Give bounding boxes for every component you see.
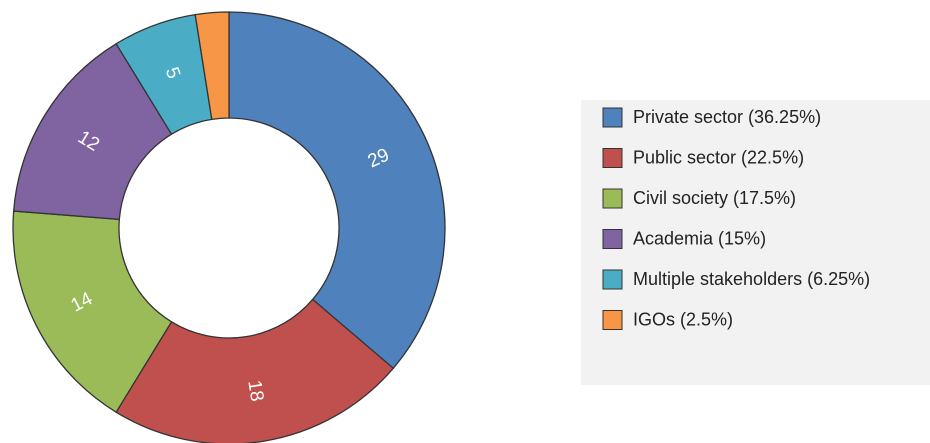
slice bbox=[12, 42, 173, 221]
legend-label: IGOs (2.5%) bbox=[633, 309, 733, 329]
legend-swatch bbox=[602, 148, 623, 168]
legend-box bbox=[581, 100, 930, 385]
legend-label: Public sector (22.5%) bbox=[633, 147, 804, 167]
slice bbox=[228, 11, 446, 370]
legend-label: Academia (15%) bbox=[633, 228, 766, 248]
legend-label: Private sector (36.25%) bbox=[633, 107, 821, 127]
slice-label: 18 bbox=[243, 379, 267, 403]
slice bbox=[115, 298, 395, 443]
legend-label: Civil society (17.5%) bbox=[633, 188, 796, 208]
legend-swatch bbox=[602, 107, 623, 128]
legend-swatch bbox=[602, 269, 623, 290]
slice bbox=[194, 11, 230, 121]
legend-label: Multiple stakeholders (6.25%) bbox=[633, 269, 870, 289]
legend-swatch bbox=[602, 229, 623, 249]
legend-swatch bbox=[602, 188, 623, 209]
slice bbox=[12, 210, 173, 414]
legend-swatch bbox=[602, 310, 623, 330]
